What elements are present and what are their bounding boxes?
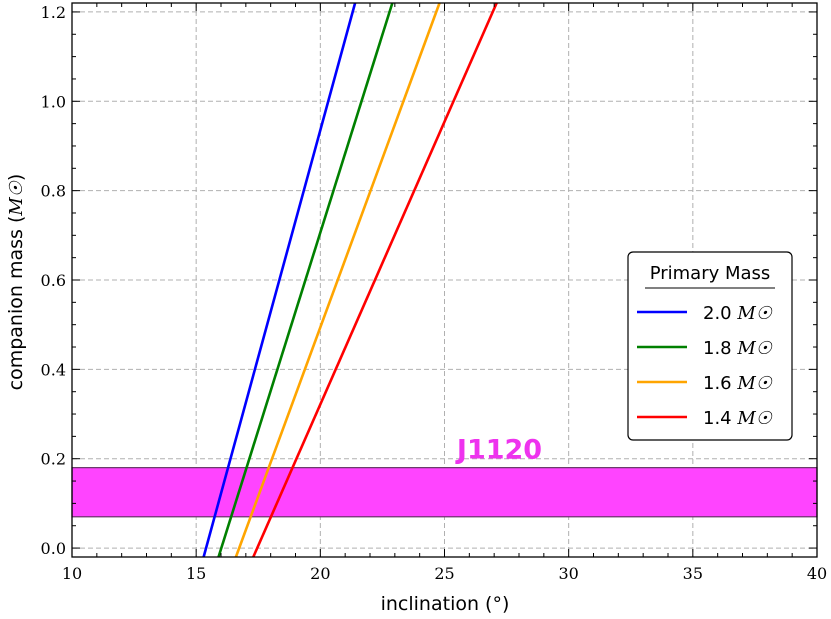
series-line bbox=[252, 2, 498, 558]
legend-entry-unit: M☉ bbox=[736, 373, 772, 394]
y-axis-label-group: companion mass (M☉) bbox=[5, 174, 27, 391]
legend-entry-label: 2.0 M☉ bbox=[703, 303, 773, 324]
x-tick-label: 30 bbox=[558, 564, 578, 583]
legend-box bbox=[627, 251, 793, 441]
x-axis-label: inclination (°) bbox=[381, 593, 510, 615]
x-tick-label: 25 bbox=[434, 564, 454, 583]
tick-labels: 10 15 20 25 30 35 40 0.0 0.2 0.4 0.6 0.8 1.0 1.2 bbox=[41, 3, 828, 583]
y-tick-label: 1.2 bbox=[41, 3, 66, 22]
legend-title: Primary Mass bbox=[650, 263, 771, 284]
y-axis-label-close: ) bbox=[5, 174, 27, 181]
y-axis-label-unit: M☉ bbox=[6, 180, 27, 216]
series-line bbox=[234, 2, 441, 558]
y-tick-label: 0.0 bbox=[41, 539, 66, 558]
j1120-band bbox=[71, 467, 818, 518]
axes-layer bbox=[71, 2, 818, 558]
series-line bbox=[217, 2, 394, 558]
y-tick-label: 0.6 bbox=[41, 271, 66, 290]
y-tick-label: 0.2 bbox=[41, 450, 66, 469]
legend-entry-unit: M☉ bbox=[736, 338, 772, 359]
y-tick-label: 1.0 bbox=[41, 92, 66, 111]
legend-entry-unit: M☉ bbox=[736, 303, 772, 324]
legend-entry-unit: M☉ bbox=[736, 408, 772, 429]
series-line bbox=[202, 2, 357, 558]
legend-entry-label: 1.6 M☉ bbox=[703, 373, 773, 394]
x-tick-label: 15 bbox=[186, 564, 206, 583]
series-layer bbox=[202, 2, 498, 558]
x-tick-label: 10 bbox=[62, 564, 82, 583]
legend-entry-label: 1.4 M☉ bbox=[703, 408, 773, 429]
y-axis-label: companion mass (M☉) bbox=[5, 174, 27, 391]
legend-entry-label: 1.8 M☉ bbox=[703, 338, 773, 359]
y-tick-label: 0.4 bbox=[41, 360, 66, 379]
x-tick-label: 35 bbox=[683, 564, 703, 583]
band-label: J1120 bbox=[455, 435, 542, 466]
y-tick-label: 0.8 bbox=[41, 182, 66, 201]
x-tick-label: 40 bbox=[807, 564, 827, 583]
y-axis-label-text: companion mass ( bbox=[5, 216, 27, 391]
legend-entries: 2.0 M☉ 1.8 M☉ 1.6 M☉ 1.4 M☉ bbox=[637, 303, 773, 429]
x-tick-label: 20 bbox=[310, 564, 330, 583]
legend: Primary Mass 2.0 M☉ 1.8 M☉ 1.6 M☉ 1.4 M☉ bbox=[627, 251, 793, 441]
